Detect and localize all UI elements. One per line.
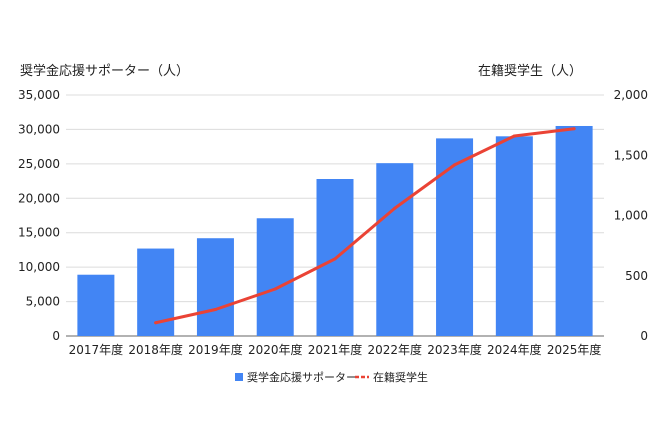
line-point [453,163,457,167]
left-tick-label: 0 [52,329,60,343]
left-tick-label: 10,000 [18,260,60,274]
bar [256,218,294,336]
line-point [512,134,516,138]
left-tick-label: 20,000 [18,191,60,205]
line-point [393,206,397,210]
x-tick-label: 2018年度 [128,342,183,357]
left-tick-label: 5,000 [26,295,60,309]
line-point [572,127,576,131]
right-tick-label: 500 [625,269,648,283]
x-tick-label: 2017年度 [69,342,124,357]
x-tick-label: 2021年度 [308,342,363,357]
left-tick-label: 30,000 [18,122,60,136]
right-tick-label: 0 [640,329,648,343]
line-point [213,307,217,311]
bar [436,138,474,336]
right-tick-label: 1,000 [614,209,648,223]
x-tick-label: 2020年度 [248,342,303,357]
legend-bar-label: 奨学金応援サポーター [247,370,357,384]
bar [196,238,234,336]
series-line [154,127,576,325]
bar [77,274,115,336]
legend-line-label: 在籍奨学生 [373,370,428,384]
line-point [333,257,337,261]
right-tick-label: 1,500 [614,148,648,162]
x-tick-label: 2022年度 [368,342,423,357]
right-tick-label: 2,000 [614,88,648,102]
line-point [273,287,277,291]
legend-bar-swatch [235,373,243,381]
bar [555,125,593,336]
line-point [154,321,158,325]
left-tick-label: 15,000 [18,226,60,240]
x-tick-label: 2019年度 [188,342,243,357]
right-axis-title: 在籍奨学生（人） [478,64,583,79]
left-axis-title: 奨学金応援サポーター（人） [20,64,190,79]
x-tick-label: 2025年度 [547,342,602,357]
left-tick-label: 25,000 [18,157,60,171]
x-tick-label: 2023年度 [427,342,482,357]
bar [376,163,414,336]
left-tick-label: 35,000 [18,88,60,102]
bar [495,136,533,336]
x-tick-label: 2024年度 [487,342,542,357]
